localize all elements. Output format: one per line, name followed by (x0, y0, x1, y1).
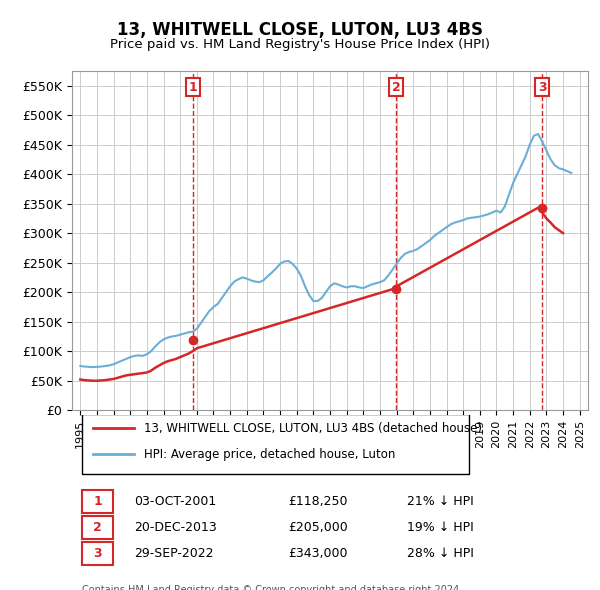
FancyBboxPatch shape (82, 490, 113, 513)
Text: 3: 3 (538, 81, 547, 94)
Text: 1: 1 (94, 495, 102, 508)
Text: 2: 2 (94, 521, 102, 534)
Text: £118,250: £118,250 (289, 495, 348, 508)
Text: 20-DEC-2013: 20-DEC-2013 (134, 521, 217, 534)
Text: Contains HM Land Registry data © Crown copyright and database right 2024.
This d: Contains HM Land Registry data © Crown c… (82, 585, 463, 590)
Text: 13, WHITWELL CLOSE, LUTON, LU3 4BS (detached house): 13, WHITWELL CLOSE, LUTON, LU3 4BS (deta… (144, 422, 482, 435)
Text: Price paid vs. HM Land Registry's House Price Index (HPI): Price paid vs. HM Land Registry's House … (110, 38, 490, 51)
Text: 19% ↓ HPI: 19% ↓ HPI (407, 521, 474, 534)
Text: 03-OCT-2001: 03-OCT-2001 (134, 495, 216, 508)
Text: 28% ↓ HPI: 28% ↓ HPI (407, 548, 474, 560)
FancyBboxPatch shape (82, 414, 469, 474)
Text: 29-SEP-2022: 29-SEP-2022 (134, 548, 214, 560)
Text: 2: 2 (392, 81, 400, 94)
Text: £343,000: £343,000 (289, 548, 348, 560)
Text: HPI: Average price, detached house, Luton: HPI: Average price, detached house, Luto… (144, 448, 395, 461)
Text: £205,000: £205,000 (289, 521, 349, 534)
Text: 1: 1 (188, 81, 197, 94)
FancyBboxPatch shape (82, 542, 113, 565)
Text: 3: 3 (94, 548, 102, 560)
FancyBboxPatch shape (82, 516, 113, 539)
Text: 21% ↓ HPI: 21% ↓ HPI (407, 495, 474, 508)
Text: 13, WHITWELL CLOSE, LUTON, LU3 4BS: 13, WHITWELL CLOSE, LUTON, LU3 4BS (117, 21, 483, 39)
